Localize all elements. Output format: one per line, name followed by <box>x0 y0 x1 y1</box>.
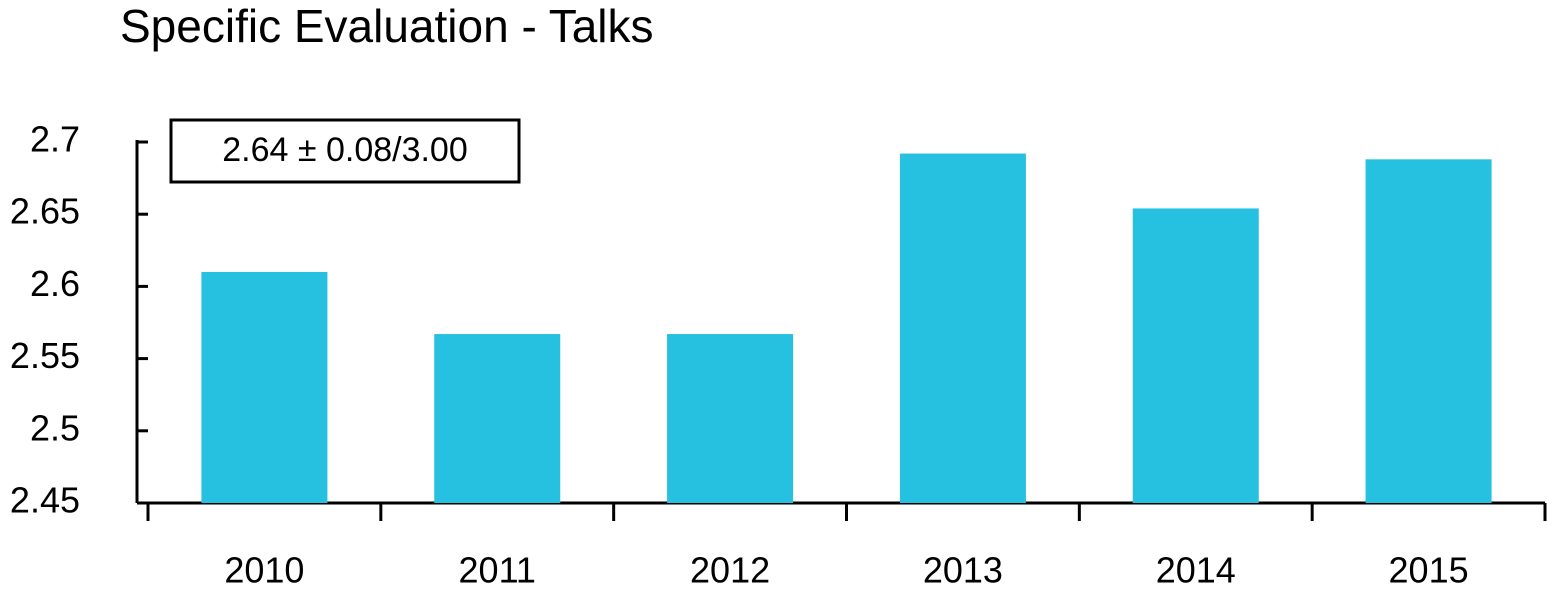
y-tick-label: 2.7 <box>30 119 80 160</box>
y-tick-label: 2.65 <box>10 191 80 232</box>
bar <box>899 153 1026 503</box>
x-tick-label: 2011 <box>459 550 536 591</box>
y-tick-label: 2.5 <box>30 407 80 448</box>
x-tick-label: 2012 <box>690 550 770 591</box>
x-tick-label: 2010 <box>224 550 304 591</box>
x-tick-label: 2014 <box>1156 550 1236 591</box>
bar <box>667 334 794 503</box>
x-tick-label: 2013 <box>923 550 1003 591</box>
bar <box>1132 208 1259 503</box>
annotation-box <box>169 118 521 184</box>
bar <box>434 334 561 503</box>
y-tick-label: 2.45 <box>10 480 80 521</box>
annotation: 2.64 ± 0.08/3.00 <box>222 131 468 169</box>
y-tick-label: 2.55 <box>10 335 80 376</box>
chart-title: Specific Evaluation - Talks <box>120 0 654 52</box>
x-tick-label: 2015 <box>1389 550 1469 591</box>
bar <box>201 271 328 503</box>
y-tick-label: 2.6 <box>30 263 80 304</box>
bar <box>1365 159 1492 503</box>
